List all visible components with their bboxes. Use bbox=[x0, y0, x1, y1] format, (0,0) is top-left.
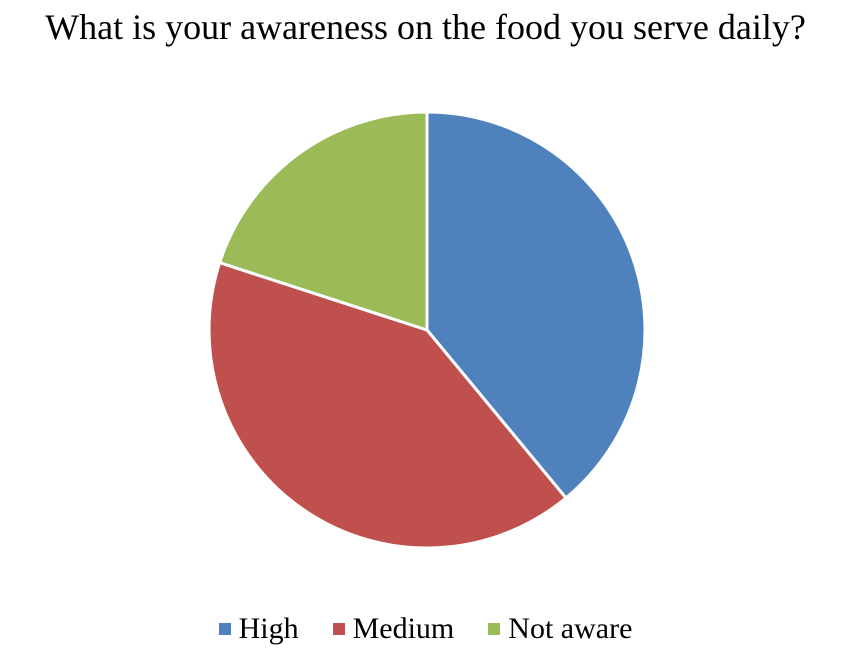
legend-item-medium: Medium bbox=[332, 612, 455, 646]
pie-slice-high bbox=[425, 110, 647, 500]
legend-label-medium: Medium bbox=[352, 612, 455, 645]
pie-slice-medium bbox=[207, 261, 568, 550]
chart-title: What is your awareness on the food you s… bbox=[45, 7, 806, 47]
legend-swatch-medium bbox=[332, 623, 345, 635]
legend-item-not-aware: Not aware bbox=[488, 612, 632, 646]
legend: High Medium Not aware bbox=[0, 612, 851, 646]
legend-label-not-aware: Not aware bbox=[508, 612, 633, 645]
legend-label-high: High bbox=[238, 612, 299, 645]
pie-slice-not-aware bbox=[218, 110, 429, 332]
legend-swatch-not-aware bbox=[488, 623, 501, 635]
legend-item-high: High bbox=[218, 612, 299, 646]
legend-swatch-high bbox=[218, 623, 231, 635]
pie-slices bbox=[207, 110, 647, 550]
